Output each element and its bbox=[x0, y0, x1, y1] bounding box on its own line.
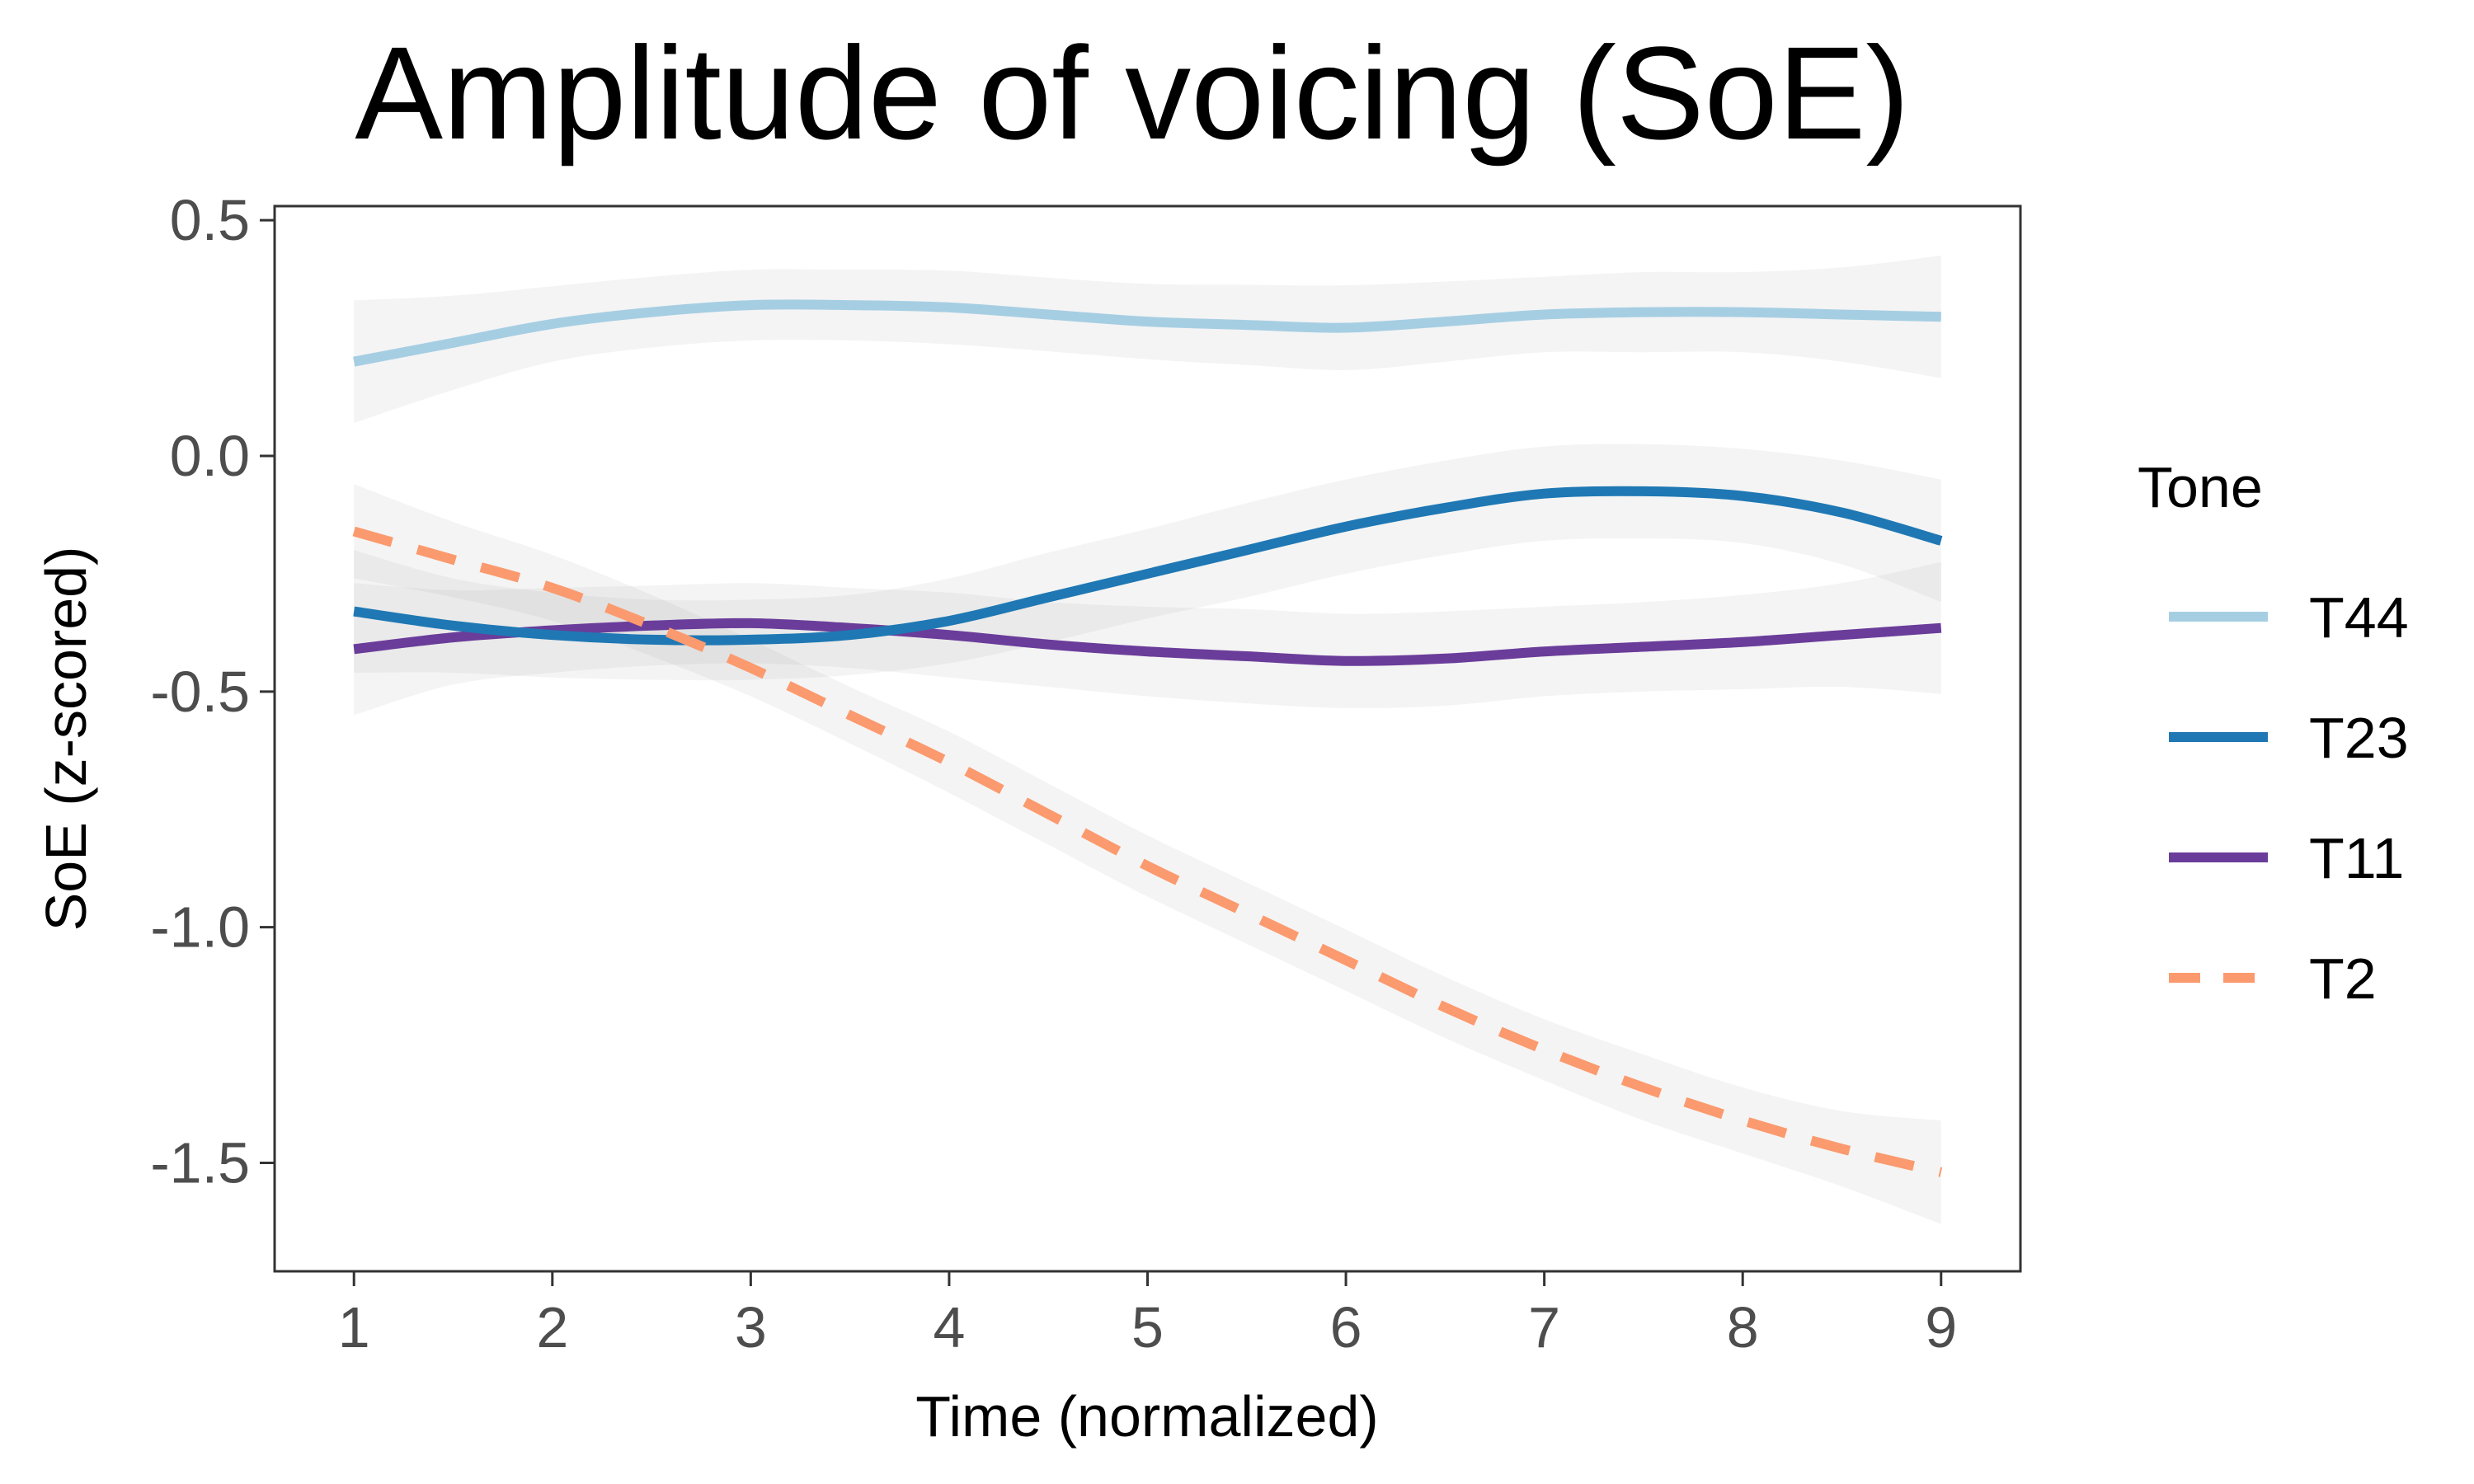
y-axis-title: SoE (z-scored) bbox=[34, 547, 98, 932]
chart-title: Amplitude of voicing (SoE) bbox=[355, 19, 1909, 167]
series-line-t11 bbox=[353, 618, 1942, 666]
x-tick-label: 5 bbox=[1131, 1295, 1164, 1360]
y-tick-label: -1.5 bbox=[150, 1131, 250, 1195]
x-tick-label: 8 bbox=[1727, 1295, 1759, 1360]
x-tick-label: 4 bbox=[933, 1295, 965, 1360]
legend-item-t44: T44 bbox=[2169, 585, 2409, 650]
legend-label: T2 bbox=[2309, 946, 2377, 1011]
x-tick-label: 6 bbox=[1330, 1295, 1362, 1360]
plot-area bbox=[273, 204, 2022, 1273]
ci-ribbon-t11 bbox=[354, 561, 1941, 716]
legend-items: T44 T23 T11 T2 bbox=[2169, 585, 2409, 1011]
x-tick-label: 7 bbox=[1528, 1295, 1560, 1360]
legend-item-t11: T11 bbox=[2169, 826, 2404, 890]
legend-label: T11 bbox=[2309, 826, 2404, 890]
series-line-t23 bbox=[353, 486, 1943, 646]
x-tick-label: 9 bbox=[1925, 1295, 1957, 1360]
series-line-t44 bbox=[353, 299, 1941, 367]
legend-item-t2: T2 bbox=[2169, 946, 2377, 1011]
y-tick-label: -0.5 bbox=[150, 660, 250, 724]
x-tick-label: 3 bbox=[735, 1295, 767, 1360]
y-tick-label: 0.5 bbox=[170, 188, 250, 252]
legend-label: T23 bbox=[2309, 706, 2409, 770]
y-tick-label: -1.0 bbox=[150, 895, 250, 960]
y-tick-label: 0.0 bbox=[170, 424, 250, 488]
x-axis: 1 2 3 4 5 6 7 8 9 bbox=[338, 1271, 1957, 1360]
legend-title: Tone bbox=[2138, 455, 2263, 519]
series-lines bbox=[352, 299, 1943, 1177]
x-tick-label: 1 bbox=[338, 1295, 370, 1360]
y-axis: 0.5 0.0 -0.5 -1.0 -1.5 bbox=[150, 188, 275, 1195]
confidence-ribbons bbox=[354, 256, 1941, 1224]
legend-label: T44 bbox=[2309, 585, 2409, 650]
x-tick-label: 2 bbox=[536, 1295, 568, 1360]
legend: Tone T44 T23 T11 T2 bbox=[2138, 455, 2409, 1011]
series-line-t2 bbox=[352, 526, 1943, 1177]
legend-item-t23: T23 bbox=[2169, 706, 2409, 770]
ci-ribbon-t44 bbox=[354, 256, 1941, 423]
x-axis-title: Time (normalized) bbox=[915, 1384, 1378, 1449]
